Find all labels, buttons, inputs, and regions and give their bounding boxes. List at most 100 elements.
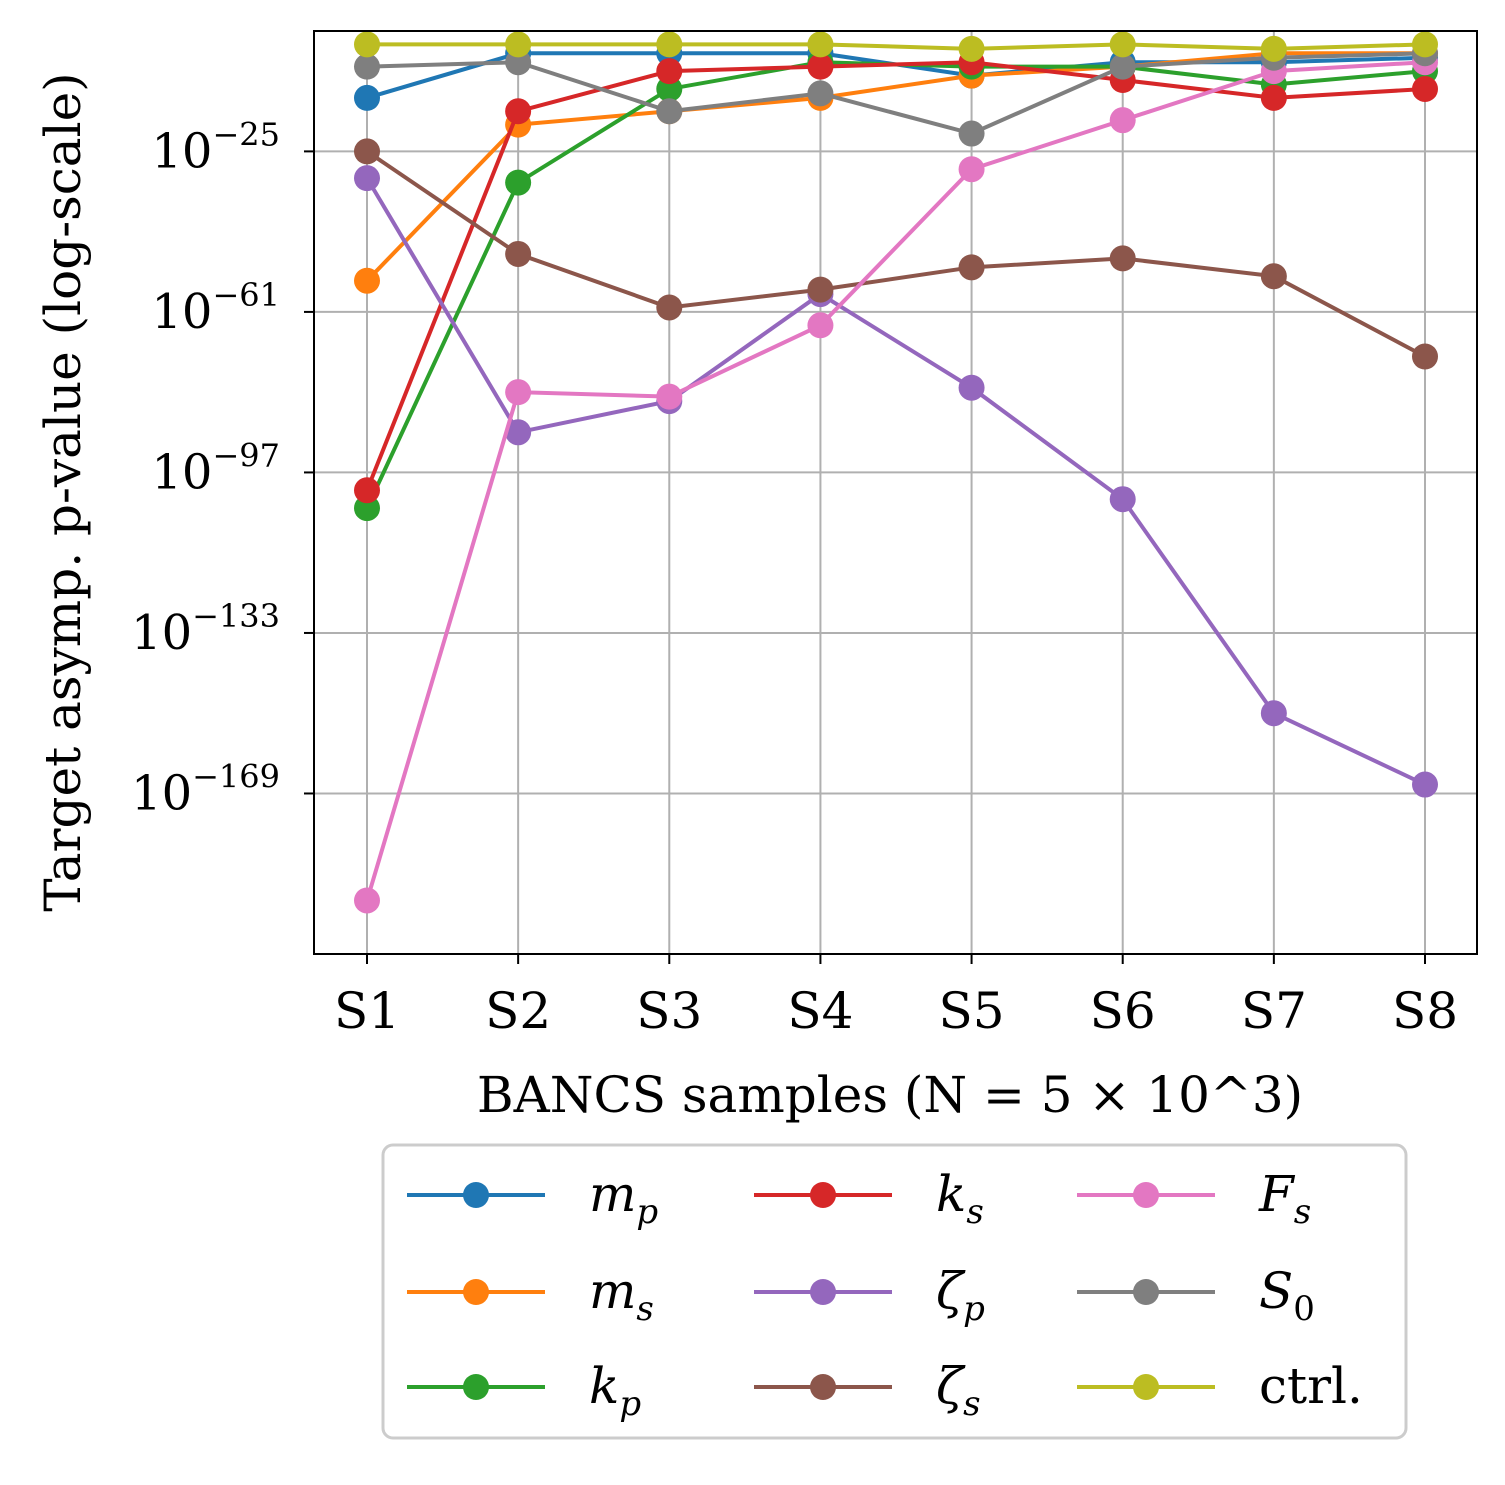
legend-label: ζs [936,1357,981,1424]
legend-entry: S0 [1077,1262,1315,1329]
y-tick-label: 10−169 [131,757,280,821]
legend-entry: kp [407,1357,641,1424]
x-tick-label: S2 [485,982,551,1040]
data-point [354,84,380,111]
legend-marker [463,1279,489,1305]
data-point [958,120,985,147]
legend-entry: ms [407,1262,654,1329]
legend-label: Fs [1258,1165,1311,1232]
legend-marker [1133,1182,1159,1208]
data-point [505,31,532,58]
data-point [1412,771,1438,798]
data-point [505,240,532,267]
legend-marker [810,1279,836,1305]
y-axis-label: Target asymp. p-value (log-scale) [34,72,92,911]
data-point [807,276,834,303]
data-point [505,379,532,406]
data-point [807,80,834,107]
y-tick-label: 10−97 [151,436,280,500]
legend-entry: Fs [1077,1165,1311,1232]
y-tick-label: 10−61 [151,276,280,340]
legend-marker [1133,1374,1159,1400]
legend-marker [810,1374,836,1400]
data-point [1412,343,1438,370]
data-point [1260,263,1287,290]
x-tick-label: S4 [787,982,853,1040]
series-line [367,42,1426,51]
legend-frame [381,1143,1408,1440]
series-line [365,60,1426,902]
data-point [656,294,683,321]
data-point [656,383,683,410]
y-tick-label: 10−25 [151,115,280,179]
legend: mp ms kp ks ζp ζs Fs S0 ctrl. [381,1143,1408,1440]
data-point [354,477,380,504]
legend-marker [1133,1279,1159,1305]
data-point [354,165,380,192]
data-point [1412,31,1438,58]
plot-frame [313,30,1478,955]
legend-entry: ζp [754,1262,985,1329]
series-line [365,51,1425,283]
data-point [354,31,380,58]
data-point [505,98,532,125]
data-point [656,31,683,58]
legend-label: S0 [1259,1262,1315,1329]
data-point [958,374,985,401]
data-point [1109,107,1136,134]
y-tick-labels: 10−25 10−61 10−97 10−133 10−169 [131,115,280,821]
data-point [958,254,985,281]
legend-label: ctrl. [1259,1357,1363,1415]
x-tick-label: S3 [636,982,702,1040]
data-point [656,98,683,125]
x-tick-label: S1 [334,982,400,1040]
series-line [365,177,1426,787]
y-tick-label: 10−133 [131,597,280,661]
legend-marker [463,1182,489,1208]
legend-marker [810,1182,836,1208]
data-point [505,169,532,196]
legend-label: mp [589,1165,658,1232]
data-point [1109,53,1136,80]
data-point [354,267,380,294]
series-ctrl [354,31,1438,62]
data-point [807,31,834,58]
data-point [1412,75,1438,102]
data-point [1260,84,1287,111]
data-point [1109,486,1136,513]
data-point [958,35,985,62]
x-axis-label: BANCS samples (N = 5 × 10^3) [477,1066,1303,1124]
series-line [365,149,1426,359]
data-point [807,53,834,80]
legend-label: ks [936,1165,984,1232]
data-point [1109,31,1136,58]
series-line [365,60,1426,492]
legend-entry: ks [754,1165,984,1232]
x-tick-label: S6 [1090,982,1156,1040]
data-point [505,419,532,446]
legend-label: ms [589,1262,654,1329]
x-tick-label: S7 [1241,982,1307,1040]
data-point [505,49,532,76]
x-tick-label: S5 [939,982,1005,1040]
data-point [1109,245,1136,272]
data-point [656,58,683,85]
legend-marker [463,1374,489,1400]
legend-entry: ζs [754,1357,981,1424]
x-tick-label: S8 [1392,982,1458,1040]
data-point [656,75,683,102]
series-s [354,138,1438,370]
data-point [1260,35,1287,62]
data-point [807,312,834,339]
legend-entry: ctrl. [1077,1357,1363,1415]
data-point [958,156,985,183]
x-tick-labels: S1 S2 S3 S4 S5 S6 S7 S8 [334,982,1458,1040]
legend-label: kp [589,1357,641,1424]
series-layer [354,31,1438,914]
data-point [354,138,380,165]
series-line [366,51,1426,136]
legend-label: ζp [936,1262,985,1329]
data-point [354,495,380,522]
data-point [354,53,380,80]
